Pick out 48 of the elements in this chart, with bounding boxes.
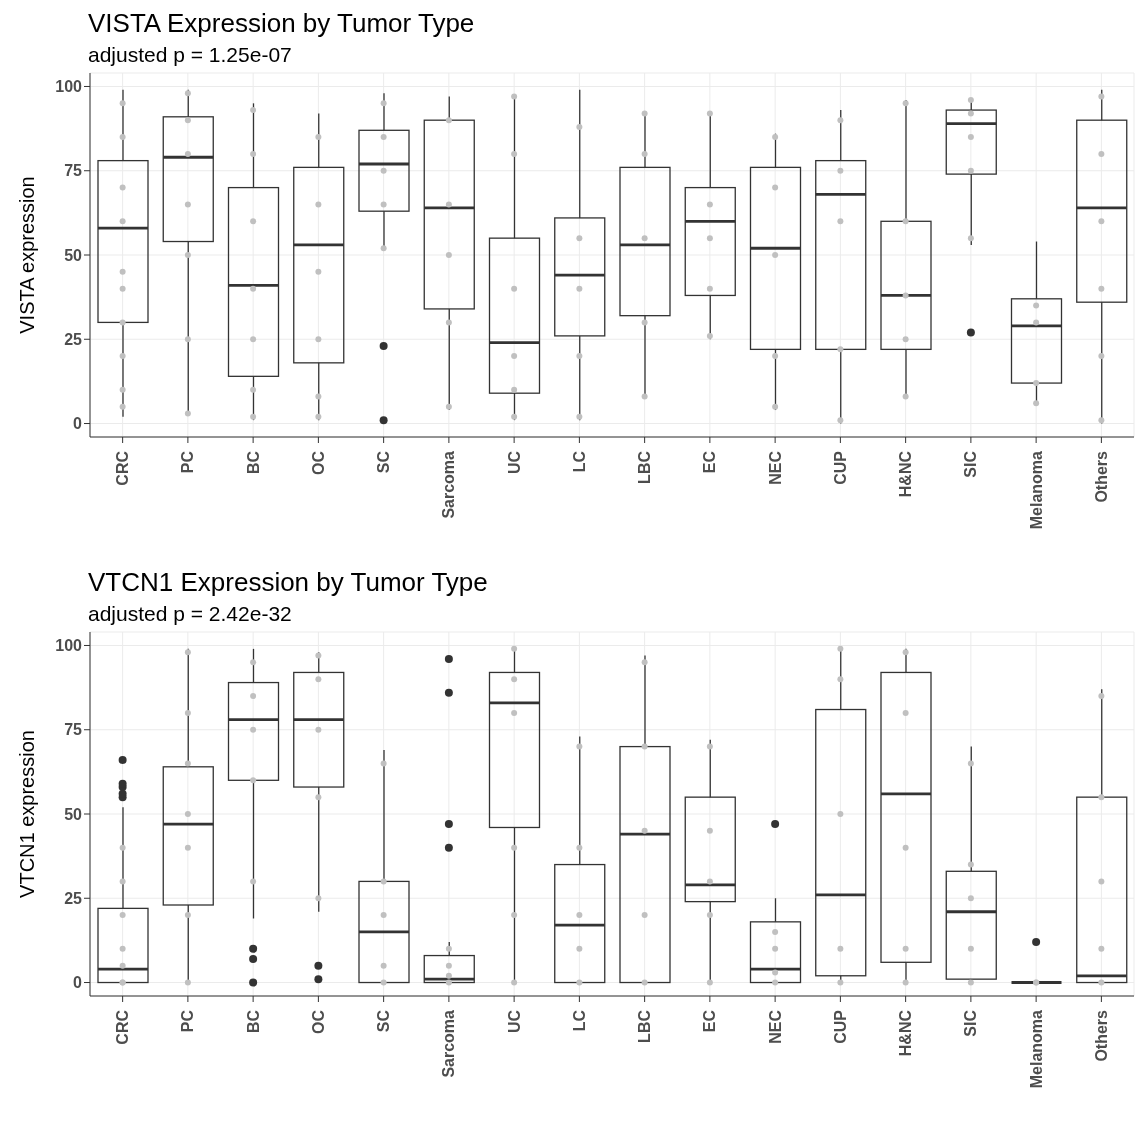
x-tick-label: H&NC: [897, 1009, 915, 1057]
y-tick-label: 25: [64, 330, 83, 348]
x-tick-label: OC: [309, 1009, 327, 1034]
y-tick-label: 0: [73, 415, 83, 433]
y-axis-title: VTCN1 expression: [16, 730, 39, 898]
x-tick-label: SC: [375, 1009, 393, 1033]
x-tick-label: LBC: [636, 1009, 654, 1043]
x-tick-label: SC: [375, 450, 393, 474]
y-tick-label: 50: [64, 246, 83, 264]
x-tick-label: BC: [244, 450, 262, 475]
x-tick-label: LBC: [636, 450, 654, 484]
x-tick-label: SIC: [962, 1009, 980, 1037]
x-tick-label: H&NC: [897, 450, 915, 498]
y-tick-label: 25: [64, 889, 83, 907]
x-tick-label: CRC: [114, 1009, 132, 1045]
x-tick-label: PC: [179, 1009, 197, 1033]
x-tick-label: BC: [244, 1009, 262, 1034]
x-tick-label: Others: [1092, 450, 1110, 503]
x-tick-label: LC: [570, 450, 588, 473]
x-tick-label: NEC: [766, 1009, 784, 1044]
x-tick-label: EC: [701, 1009, 719, 1033]
chart-subtitle: adjusted p = 1.25e-07: [88, 43, 293, 67]
x-tick-label: Sarcoma: [440, 450, 458, 519]
y-axis-title: VISTA expression: [16, 176, 39, 334]
y-tick-label: 100: [55, 78, 83, 96]
x-tick-label: NEC: [766, 450, 784, 485]
x-tick-label: CUP: [831, 450, 849, 485]
chart-title: VTCN1 Expression by Tumor Type: [88, 567, 489, 598]
x-tick-label: OC: [309, 450, 327, 475]
x-tick-label: LC: [570, 1009, 588, 1032]
x-tick-label: UC: [505, 1009, 523, 1034]
y-tick-label: 0: [73, 974, 83, 992]
y-tick-label: 50: [64, 805, 83, 823]
y-tick-label: 100: [55, 637, 83, 655]
x-tick-label: UC: [505, 450, 523, 475]
x-tick-label: CRC: [114, 450, 132, 486]
x-tick-label: SIC: [962, 450, 980, 478]
y-tick-label: 75: [64, 162, 83, 180]
y-tick-label: 75: [64, 721, 83, 739]
chart-subtitle: adjusted p = 2.42e-32: [88, 602, 293, 626]
x-tick-label: EC: [701, 450, 719, 474]
x-tick-label: Melanoma: [1027, 450, 1045, 530]
x-tick-label: Sarcoma: [440, 1009, 458, 1078]
x-tick-label: PC: [179, 450, 197, 474]
x-tick-label: Melanoma: [1027, 1009, 1045, 1089]
chart-title: VISTA Expression by Tumor Type: [88, 8, 476, 39]
x-tick-label: CUP: [831, 1009, 849, 1044]
x-tick-label: Others: [1092, 1009, 1110, 1062]
